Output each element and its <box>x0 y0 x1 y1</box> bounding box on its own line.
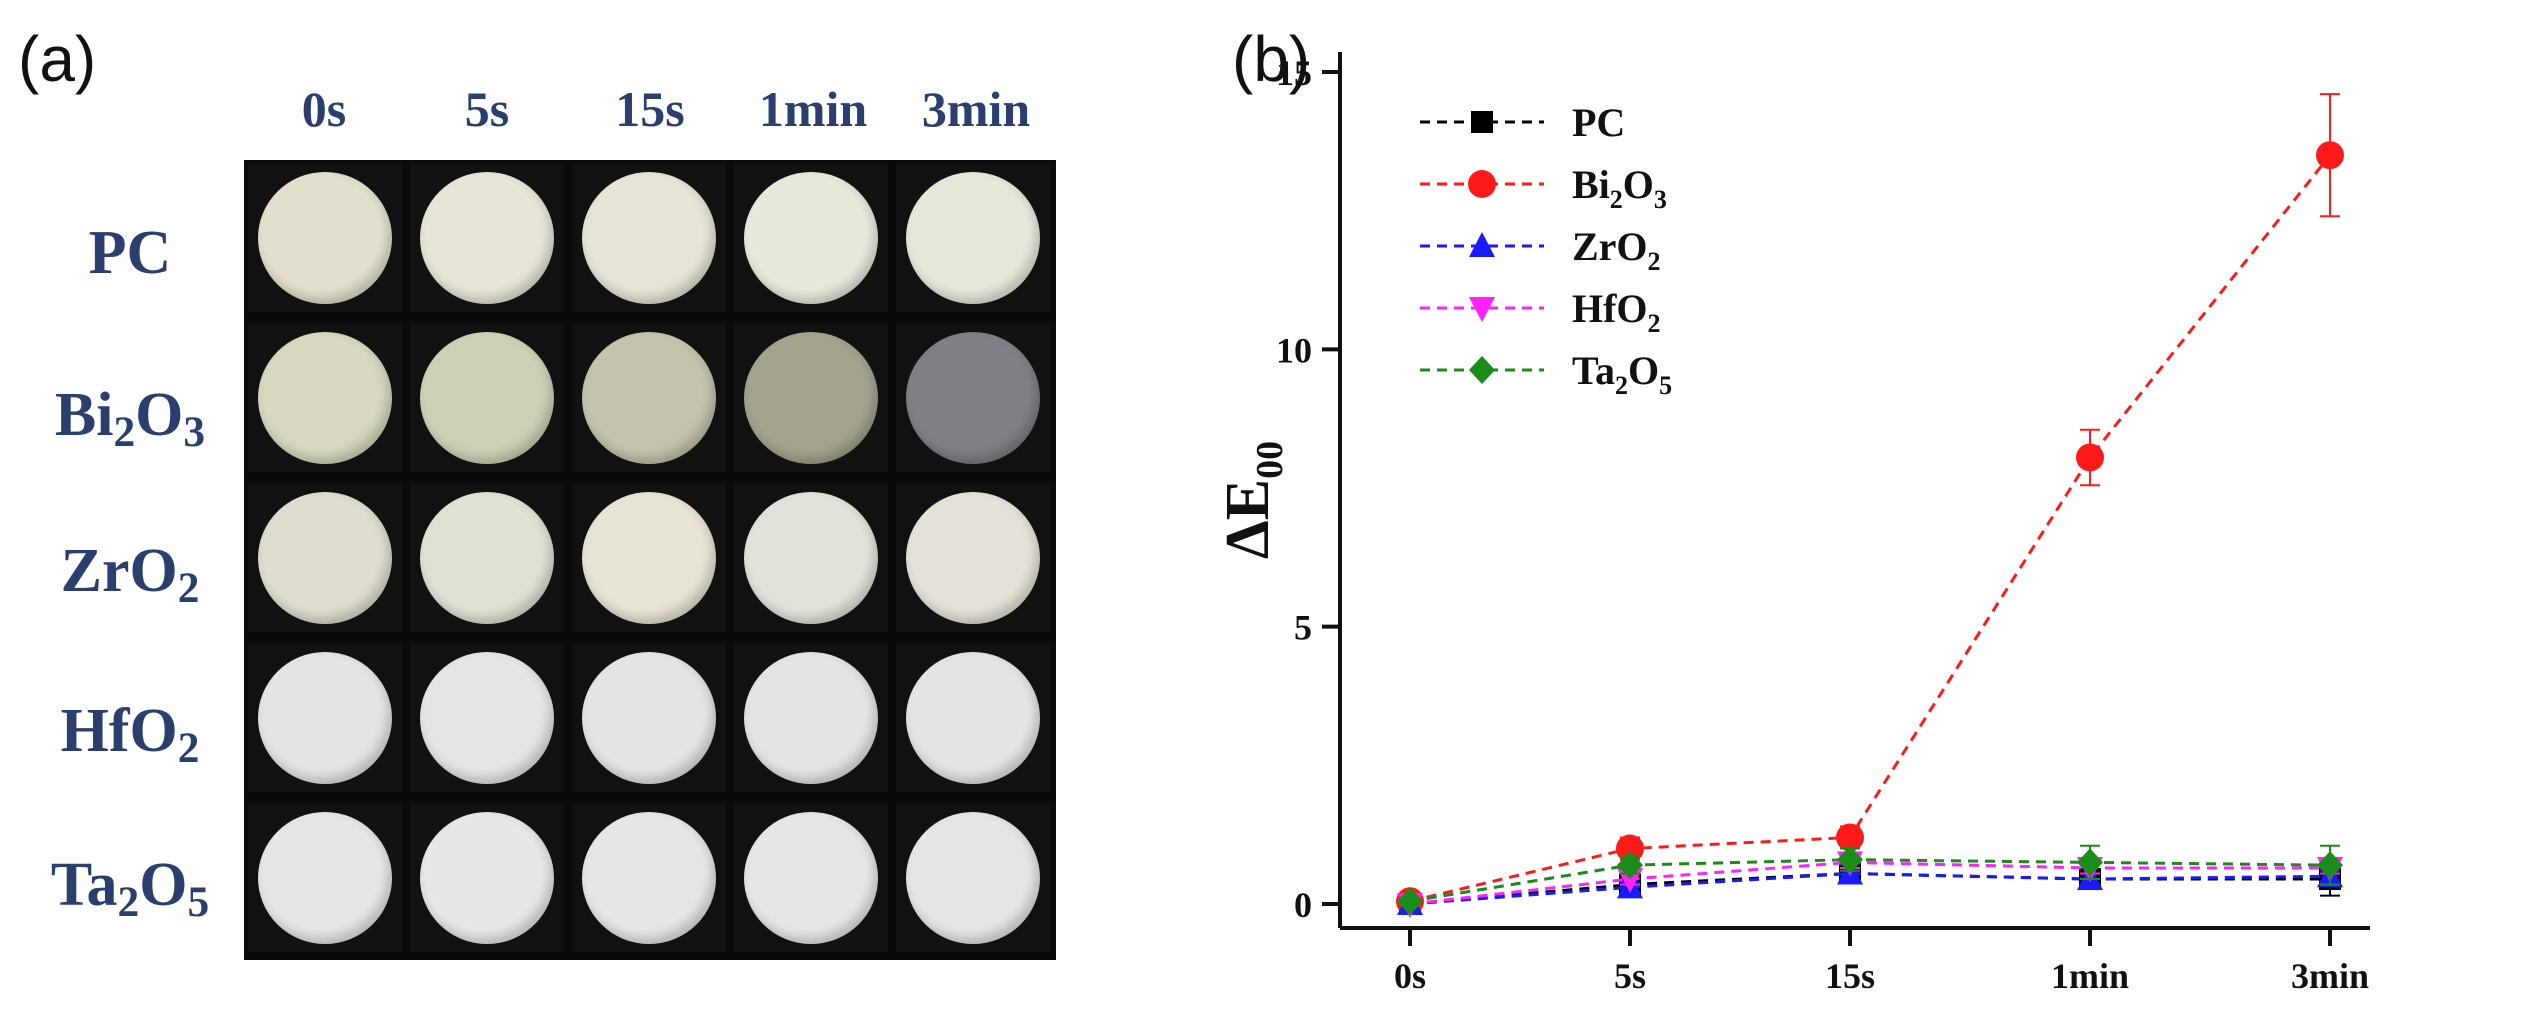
row-label-hfo2: HfO2 <box>60 697 200 772</box>
legend-marker-PC <box>1471 111 1493 133</box>
data-point-Ta2O5-15s <box>1837 845 1863 874</box>
data-point-Bi2O3-3min <box>2316 141 2344 170</box>
sample-photo-r1-15s <box>572 324 726 472</box>
legend-marker-Bi2O3 <box>1468 170 1496 198</box>
sample-disc <box>420 812 554 944</box>
delta-e-chart: 0 5 10 15 0s 5s 15s 1min 3min ΔE00 PC Bi2O3 ZrO2 HfO2… <box>1214 52 2370 996</box>
sample-photo-r4-1min <box>734 804 888 952</box>
sample-photo-r3-5s <box>410 644 564 792</box>
column-header-15s: 15s <box>615 81 685 137</box>
x-tick-label: 1min <box>2051 956 2129 996</box>
row-label-pc: PC <box>88 219 172 287</box>
data-point-Bi2O3-1min <box>2076 443 2104 472</box>
sample-photo-r3-0s <box>248 644 402 792</box>
sample-disc <box>582 652 716 784</box>
panel-b-label: (b) <box>1232 23 1311 95</box>
sample-disc <box>744 332 878 464</box>
sample-disc <box>906 652 1040 784</box>
y-tick-label: 5 <box>1294 608 1312 648</box>
sample-disc <box>258 492 392 624</box>
sample-photo-r2-5s <box>410 484 564 632</box>
sample-disc <box>906 172 1040 304</box>
sample-photo-r2-15s <box>572 484 726 632</box>
sample-photo-r0-0s <box>248 164 402 312</box>
x-tick-label: 0s <box>1394 956 1426 996</box>
column-header-5s: 5s <box>464 81 510 137</box>
sample-photo-r4-0s <box>248 804 402 952</box>
sample-disc <box>258 652 392 784</box>
y-tick-label: 15 <box>1276 53 1312 93</box>
row-label-zro2: ZrO2 <box>60 537 200 612</box>
sample-photo-r4-5s <box>410 804 564 952</box>
data-point-Ta2O5-3min <box>2317 851 2343 880</box>
sample-photo-r0-3min <box>896 164 1050 312</box>
sample-disc <box>420 172 554 304</box>
x-tick-label: 15s <box>1825 956 1875 996</box>
legend-label-HfO2: HfO2 <box>1572 286 1661 338</box>
y-tick-label: 10 <box>1276 330 1312 370</box>
sample-disc <box>744 652 878 784</box>
sample-disc <box>744 172 878 304</box>
data-point-Ta2O5-1min <box>2077 848 2103 877</box>
sample-photo-r3-3min <box>896 644 1050 792</box>
sample-photo-r4-15s <box>572 804 726 952</box>
sample-disc <box>582 812 716 944</box>
panel-a-label: (a) <box>18 23 97 95</box>
sample-photo-r3-1min <box>734 644 888 792</box>
sample-disc <box>906 492 1040 624</box>
row-label-ta2o5: Ta2O5 <box>50 851 210 926</box>
sample-disc <box>258 812 392 944</box>
sample-photo-r1-0s <box>248 324 402 472</box>
legend-label-Bi2O3: Bi2O3 <box>1572 162 1667 214</box>
sample-photo-r2-3min <box>896 484 1050 632</box>
sample-photo-r2-1min <box>734 484 888 632</box>
sample-photo-r0-15s <box>572 164 726 312</box>
photo-panel: 0s 5s 15s 1min 3min PC Bi2O3 ZrO2 HfO2 T… <box>0 0 1180 1015</box>
sample-disc <box>582 172 716 304</box>
series-line-Bi2O3 <box>1409 154 2332 903</box>
legend-marker-HfO2 <box>1469 297 1495 322</box>
sample-photo-grid <box>244 160 1056 960</box>
sample-photo-r3-15s <box>572 644 726 792</box>
sample-disc <box>420 332 554 464</box>
sample-photo-r1-3min <box>896 324 1050 472</box>
data-point-Ta2O5-5s <box>1617 851 1643 880</box>
data-point-Bi2O3-5s <box>1616 834 1644 863</box>
column-header-0s: 0s <box>301 81 347 137</box>
sample-disc <box>420 492 554 624</box>
sample-photo-r0-1min <box>734 164 888 312</box>
sample-disc <box>258 172 392 304</box>
y-axis-label: ΔE00 <box>1214 441 1291 559</box>
column-header-1min: 1min <box>758 81 868 137</box>
legend-marker-Ta2O5 <box>1469 356 1495 384</box>
data-point-Bi2O3-15s <box>1836 823 1864 852</box>
x-tick-label: 5s <box>1614 956 1646 996</box>
legend-label-PC: PC <box>1572 100 1625 145</box>
sample-disc <box>420 652 554 784</box>
row-label-bi2o3: Bi2O3 <box>54 381 206 456</box>
sample-disc <box>744 492 878 624</box>
sample-disc <box>582 332 716 464</box>
sample-photo-r0-5s <box>410 164 564 312</box>
data-point-Ta2O5-0s <box>1397 887 1423 916</box>
sample-disc <box>906 812 1040 944</box>
x-tick-label: 3min <box>2291 956 2369 996</box>
column-header-3min: 3min <box>921 81 1031 137</box>
legend-marker-ZrO2 <box>1469 232 1495 257</box>
sample-photo-r2-0s <box>248 484 402 632</box>
sample-disc <box>744 812 878 944</box>
y-tick-label: 0 <box>1294 885 1312 925</box>
sample-photo-r1-1min <box>734 324 888 472</box>
sample-disc <box>582 492 716 624</box>
sample-disc <box>906 332 1040 464</box>
sample-photo-r1-5s <box>410 324 564 472</box>
legend-label-Ta2O5: Ta2O5 <box>1572 348 1672 400</box>
legend-label-ZrO2: ZrO2 <box>1572 224 1661 276</box>
sample-disc <box>258 332 392 464</box>
sample-photo-r4-3min <box>896 804 1050 952</box>
